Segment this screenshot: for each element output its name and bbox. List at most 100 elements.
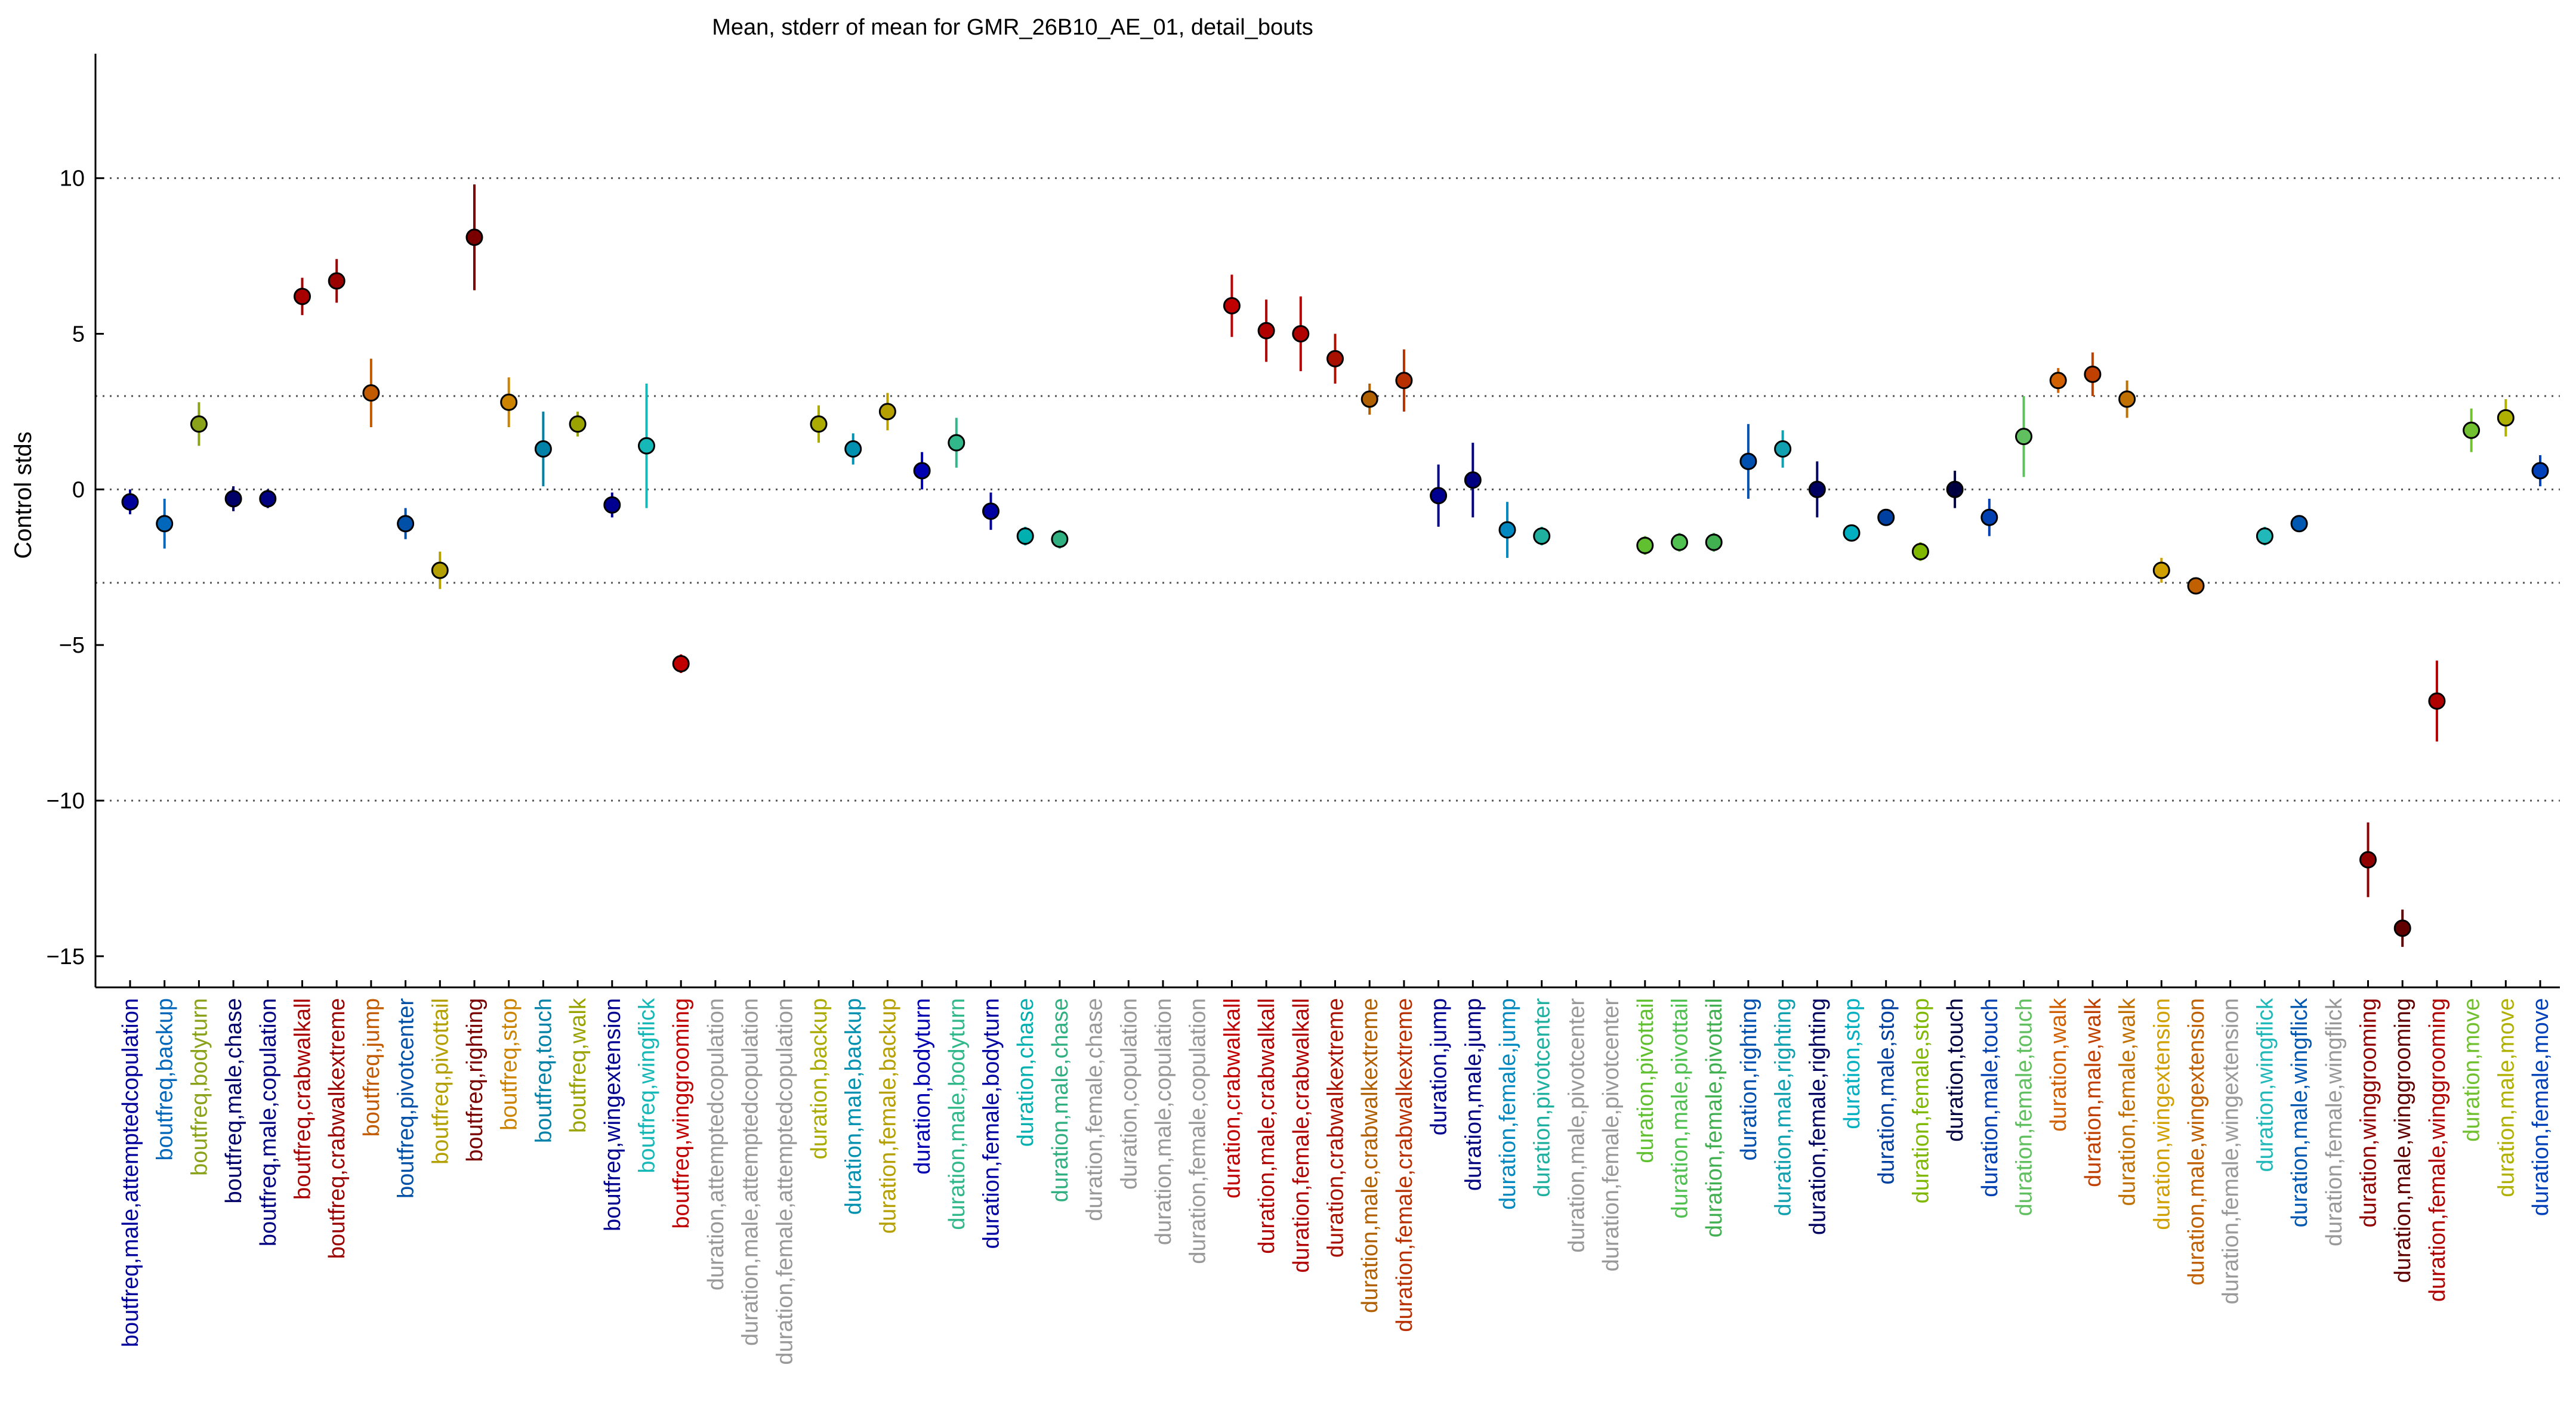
y-tick-label: −10 [47, 789, 85, 814]
x-tick-label: duration,female,bodyturn [979, 998, 1004, 1249]
x-tick-label: duration,female,winggrooming [2425, 998, 2450, 1302]
x-tick-label: duration,female,pivotcenter [1599, 998, 1624, 1272]
data-point [1980, 498, 1998, 536]
x-tick-label: boutfreq,crabwalkextreme [325, 998, 350, 1259]
data-point [878, 393, 896, 431]
data-point [2290, 515, 2308, 533]
data-point [1326, 333, 1344, 384]
mean-marker [1877, 508, 1895, 526]
data-point [672, 654, 690, 674]
x-tick-label: boutfreq,righting [462, 998, 488, 1162]
data-point [2428, 660, 2446, 742]
mean-marker [1533, 527, 1551, 545]
data-point [1292, 296, 1310, 372]
mean-marker [156, 515, 174, 533]
x-tick-label: duration,pivotcenter [1530, 998, 1555, 1197]
x-tick-label: duration,chase [1013, 998, 1038, 1147]
data-point [948, 418, 965, 468]
x-tick-label: duration,female,pivottail [1702, 998, 1727, 1237]
data-point [1464, 443, 1482, 518]
data-point [465, 184, 483, 291]
x-tick-label: boutfreq,stop [497, 998, 522, 1131]
x-tick-label: boutfreq,male,copulation [256, 998, 281, 1246]
x-tick-label: boutfreq,walk [566, 998, 591, 1133]
x-tick-label: duration,female,backup [875, 998, 900, 1234]
x-tick-label: duration,male,crabwalkextreme [1358, 998, 1383, 1313]
x-tick-label: boutfreq,touch [531, 998, 556, 1143]
x-tick-label: duration,female,touch [2012, 998, 2037, 1216]
mean-marker [672, 654, 690, 672]
mean-marker [1774, 440, 1792, 458]
mean-marker [1361, 390, 1378, 408]
mean-marker [569, 415, 587, 433]
data-point [2015, 396, 2032, 477]
x-tick-label: duration,wingextension [2149, 998, 2174, 1230]
data-point [1051, 530, 1069, 549]
x-axis: boutfreq,male,attemptedcopulation boutfre… [95, 980, 2560, 1365]
mean-marker [913, 462, 931, 480]
mean-marker [431, 561, 449, 579]
x-tick-label: duration,female,wingflick [2322, 998, 2347, 1246]
data-point [1430, 464, 1448, 527]
mean-marker [948, 434, 965, 452]
y-tick-label: 5 [72, 322, 85, 347]
x-tick-label: duration,male,pivottail [1668, 998, 1693, 1219]
mean-marker [1223, 297, 1241, 315]
data-point [1946, 471, 1964, 508]
data-point [190, 402, 208, 446]
data-point [500, 377, 518, 427]
data-point [1361, 383, 1378, 415]
data-point [603, 492, 621, 518]
x-tick-label: duration,attemptedcopulation [704, 998, 729, 1290]
x-tick-label: duration,female,chase [1082, 998, 1107, 1221]
data-point [982, 492, 999, 530]
data-point [2393, 909, 2411, 947]
x-tick-label: boutfreq,wingextension [600, 998, 625, 1231]
x-tick-label: duration,winggrooming [2356, 998, 2381, 1227]
x-tick-label: duration,female,walk [2115, 998, 2140, 1206]
data-point [2497, 399, 2515, 437]
mean-marker [1016, 527, 1034, 545]
mean-marker [2497, 409, 2515, 427]
x-tick-label: duration,female,wingextension [2219, 998, 2244, 1304]
x-tick-label: boutfreq,bodyturn [187, 998, 212, 1176]
mean-marker [1051, 530, 1069, 548]
data-point [913, 452, 931, 490]
mean-marker [294, 288, 311, 305]
mean-marker [397, 515, 415, 533]
data-point [224, 486, 242, 511]
data-point [1808, 461, 1826, 518]
y-tick-label: −5 [59, 633, 85, 658]
mean-marker [1430, 487, 1448, 505]
mean-marker [2359, 851, 2377, 869]
mean-marker [1705, 533, 1723, 551]
x-tick-label: duration,walk [2046, 998, 2071, 1132]
mean-marker [1671, 533, 1688, 551]
mean-marker [259, 490, 277, 508]
mean-marker [1292, 325, 1310, 342]
mean-marker [1636, 536, 1654, 554]
mean-marker [603, 496, 621, 514]
data-marks [121, 184, 2549, 947]
x-tick-label: boutfreq,winggrooming [669, 998, 694, 1229]
data-point [810, 405, 828, 443]
data-point [1257, 299, 1275, 362]
data-point [1739, 424, 1757, 499]
x-tick-label: duration,crabwalkall [1220, 998, 1245, 1199]
data-point [638, 383, 655, 508]
mean-marker [2049, 372, 2067, 390]
x-tick-label: duration,male,jump [1461, 998, 1486, 1191]
x-tick-label: duration,move [2460, 998, 2485, 1142]
x-tick-label: duration,female,jump [1495, 998, 1520, 1210]
data-point [397, 508, 415, 539]
x-tick-label: duration,male,walk [2081, 998, 2106, 1187]
mean-marker [1464, 471, 1482, 489]
x-tick-label: boutfreq,male,attemptedcopulation [118, 998, 143, 1347]
data-point [1223, 274, 1241, 337]
data-point [294, 277, 311, 316]
x-tick-label: duration,male,attemptedcopulation [738, 998, 763, 1346]
x-tick-label: duration,copulation [1116, 998, 1142, 1190]
mean-marker [362, 384, 380, 402]
mean-marker [810, 415, 828, 433]
